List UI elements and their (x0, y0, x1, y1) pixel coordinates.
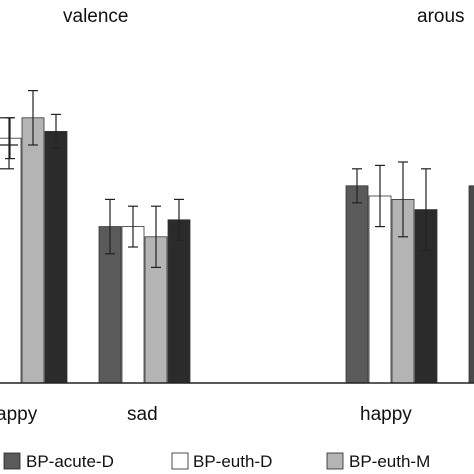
legend-label-bp-euth-d: BP-euth-D (193, 452, 272, 471)
bars-layer (0, 89, 474, 384)
panel-title-valence: valence (63, 6, 129, 27)
legend-label-bp-acute-d: BP-acute-D (26, 452, 114, 471)
legend-swatch-bp-acute-d (3, 452, 21, 470)
bar-0-0-2 (21, 117, 45, 384)
bar-0-1-1 (121, 226, 145, 384)
bar-0-0-1 (0, 137, 22, 384)
bar-partial-right (468, 185, 474, 384)
legend-swatch-bp-euth-d (171, 452, 189, 470)
legend-swatch-bp-euth-m (326, 452, 344, 470)
bar-0-0-3 (44, 130, 68, 384)
bar-1-0-0 (345, 185, 369, 384)
legend: BP-acute-D BP-euth-D BP-euth-M (3, 452, 430, 471)
category-label-appy: appy (0, 404, 38, 425)
category-label-sad: sad (127, 404, 158, 425)
legend-label-bp-euth-m: BP-euth-M (349, 452, 430, 471)
bar-0-1-3 (167, 219, 191, 384)
panel-title-arousal: arous (417, 6, 465, 27)
category-label-happy: happy (360, 404, 412, 425)
